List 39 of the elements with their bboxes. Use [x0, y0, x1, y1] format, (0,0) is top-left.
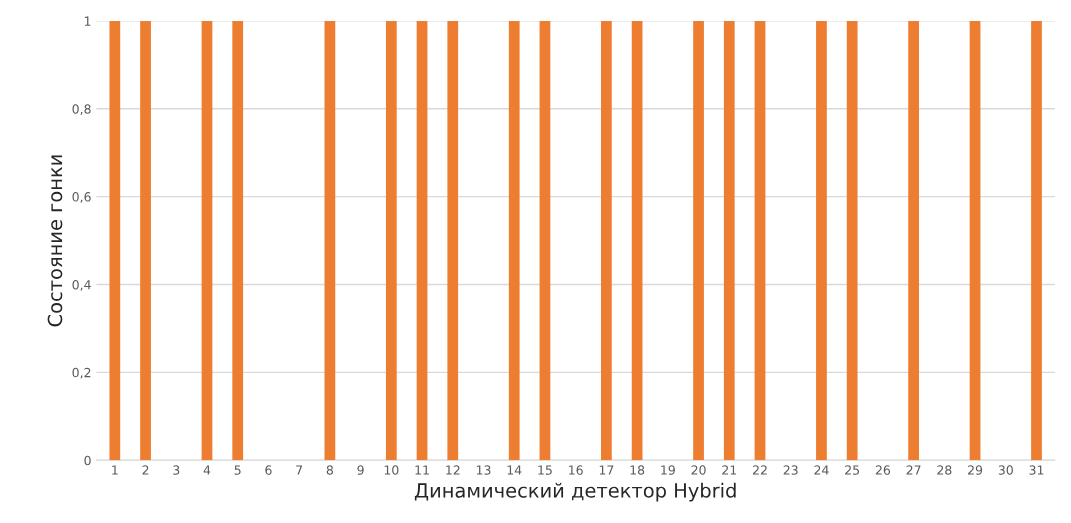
y-tick-label: 0,2: [72, 367, 91, 379]
x-tick-label: 9: [357, 465, 364, 475]
x-tick-label: 13: [476, 465, 491, 475]
x-tick-label: 10: [384, 465, 399, 475]
y-axis-title: Состояние гонки: [47, 155, 63, 327]
x-tick-label: 14: [507, 465, 522, 475]
x-tick-label: 24: [814, 465, 829, 475]
x-tick-label: 27: [906, 465, 921, 475]
x-tick-label: 21: [722, 465, 737, 475]
x-tick-label: 8: [326, 465, 333, 475]
y-tick-label: 1: [84, 16, 91, 26]
x-tick-label: 20: [691, 465, 706, 475]
x-tick-label: 25: [845, 465, 860, 475]
x-tick-label: 28: [937, 465, 952, 475]
y-tick-label: 0,8: [72, 104, 91, 115]
x-tick-label: 16: [569, 465, 583, 475]
x-tick-label: 11: [415, 465, 429, 475]
x-tick-label: 26: [875, 465, 891, 475]
x-tick-label: 17: [599, 465, 614, 475]
x-tick-label: 3: [173, 465, 180, 475]
x-tick-label: 5: [234, 465, 241, 475]
x-tick-label: 1: [112, 465, 118, 475]
x-tick-label: 31: [1029, 465, 1044, 475]
x-tick-label: 22: [752, 465, 767, 475]
x-tick-label: 2: [142, 465, 149, 475]
x-tick-label: 7: [296, 465, 303, 475]
y-tick-label: 0,4: [72, 279, 91, 291]
x-tick-label: 29: [968, 465, 983, 475]
x-tick-label: 19: [661, 465, 675, 475]
y-tick-label: 0,6: [72, 192, 91, 203]
x-tick-label: 30: [998, 465, 1013, 475]
x-tick-label: 6: [265, 465, 272, 475]
x-axis-title: Динамический детектор Hybrid: [414, 482, 736, 502]
x-tick-label: 23: [783, 465, 798, 475]
x-tick-label: 18: [630, 465, 645, 475]
x-tick-label: 4: [203, 465, 211, 475]
x-tick-label: 15: [538, 465, 552, 475]
x-tick-label: 12: [446, 465, 460, 475]
y-tick-label: 0: [84, 455, 91, 466]
